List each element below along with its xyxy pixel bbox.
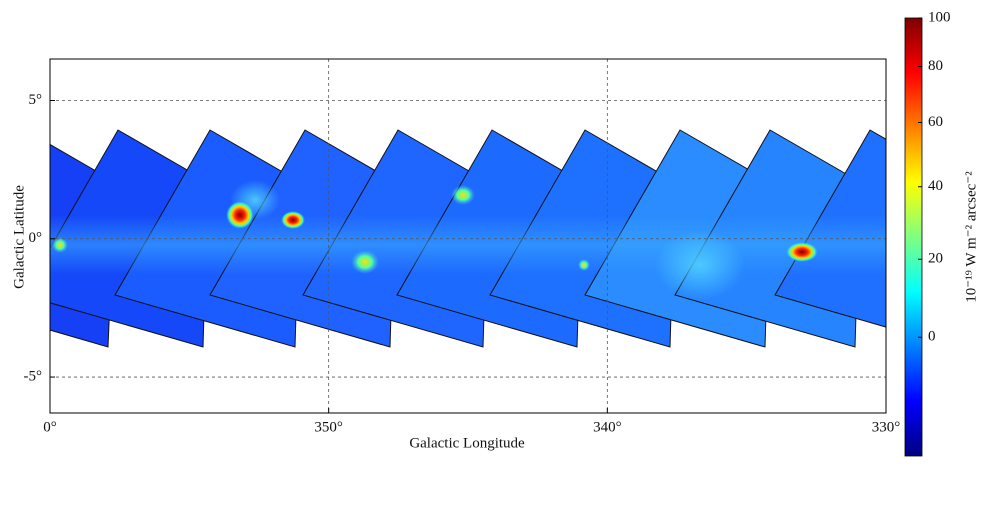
bright-source: [578, 259, 590, 271]
colorbar-tick-label: 100: [928, 9, 951, 25]
x-tick-label: 350°: [314, 419, 343, 435]
x-tick-label: 340°: [593, 419, 622, 435]
y-tick-label: -5°: [24, 368, 43, 384]
y-axis-label: Galactic Latitude: [11, 185, 27, 289]
colorbar-tick-label: 20: [928, 251, 943, 267]
diffuse-emission: [655, 230, 745, 300]
colorbar-tick-label: 0: [928, 329, 936, 345]
y-tick-label: 0°: [29, 230, 43, 246]
colorbar: [904, 17, 923, 457]
x-tick-label: 330°: [872, 419, 901, 435]
colorbar-tick-label: 60: [928, 114, 943, 130]
y-tick-label: 5°: [29, 92, 43, 108]
galactic-plane-glow: [50, 215, 886, 275]
sky-map: [50, 129, 886, 348]
x-tick-label: 0°: [43, 419, 57, 435]
colorbar-tick-label: 80: [928, 58, 943, 74]
bright-source: [226, 201, 254, 229]
bright-source: [52, 237, 68, 253]
x-axis-label: Galactic Longitude: [409, 435, 525, 451]
bright-source: [451, 185, 475, 205]
colorbar-label: 10⁻¹⁹ W m⁻² arcsec⁻²: [963, 171, 979, 303]
bright-source: [351, 250, 379, 274]
bright-source: [786, 242, 818, 262]
colorbar-tick-label: 40: [928, 178, 943, 194]
bright-source: [281, 211, 305, 229]
plot-frame: [49, 58, 887, 414]
